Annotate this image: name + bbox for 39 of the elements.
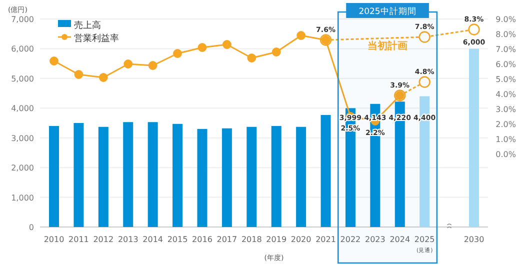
- y2-tick-label: 6.0%: [496, 60, 516, 69]
- legend-label: 売上高: [74, 20, 101, 31]
- y-tick-label: 7,000: [11, 15, 34, 24]
- y2-tick-label: 2.0%: [496, 120, 516, 129]
- x-tick-label: 2019: [266, 235, 287, 244]
- y-tick-label: 4,000: [11, 104, 34, 114]
- x-tick-label: 2011: [68, 235, 89, 244]
- y-tick-label: 1,000: [11, 193, 34, 202]
- x-tick-label: 2021: [316, 235, 336, 244]
- x-tick-label: 2012: [93, 235, 114, 244]
- y2-tick-label: 9.0%: [496, 15, 516, 24]
- y-tick-label: 2,000: [11, 164, 34, 173]
- legend-label: 営業利益率: [74, 33, 119, 44]
- x-tick-label: 2015: [167, 235, 188, 244]
- x-tick-label: 2030: [464, 235, 484, 244]
- y2-tick-label: 4.0%: [496, 90, 516, 99]
- y2-tick-label: 8.0%: [496, 30, 516, 39]
- y-tick-label: 6,000: [11, 44, 34, 54]
- y-tick-label: 0: [28, 223, 34, 232]
- x-tick-label: 2020: [290, 235, 312, 244]
- y2-tick-label: 7.0%: [496, 45, 516, 54]
- x-tick-label: 2016: [192, 235, 212, 244]
- y-tick-label: 3,000: [11, 134, 34, 143]
- x-tick-label: 2018: [241, 235, 262, 244]
- x-tick-label: 2023: [364, 235, 386, 244]
- y2-tick-label: 1.0%: [496, 135, 516, 144]
- x-tick-label: 2014: [142, 235, 164, 244]
- x-tick-label: 2010: [44, 235, 64, 244]
- y2-tick-label: 5.0%: [496, 75, 516, 84]
- x-tick-label: 2025: [414, 235, 435, 244]
- annotation: 当初計画: [368, 40, 408, 52]
- x-tick-label: 2022: [340, 235, 361, 244]
- y2-tick-label: 0.0%: [496, 150, 516, 159]
- x-tick-label: 2017: [216, 235, 238, 244]
- band-label: 2025中計期間: [358, 6, 416, 17]
- y2-tick-label: 3.0%: [496, 105, 516, 114]
- x-tick-label: 2013: [118, 235, 138, 244]
- x-tick-label: 2024: [390, 235, 410, 244]
- y-tick-label: 5,000: [11, 74, 34, 84]
